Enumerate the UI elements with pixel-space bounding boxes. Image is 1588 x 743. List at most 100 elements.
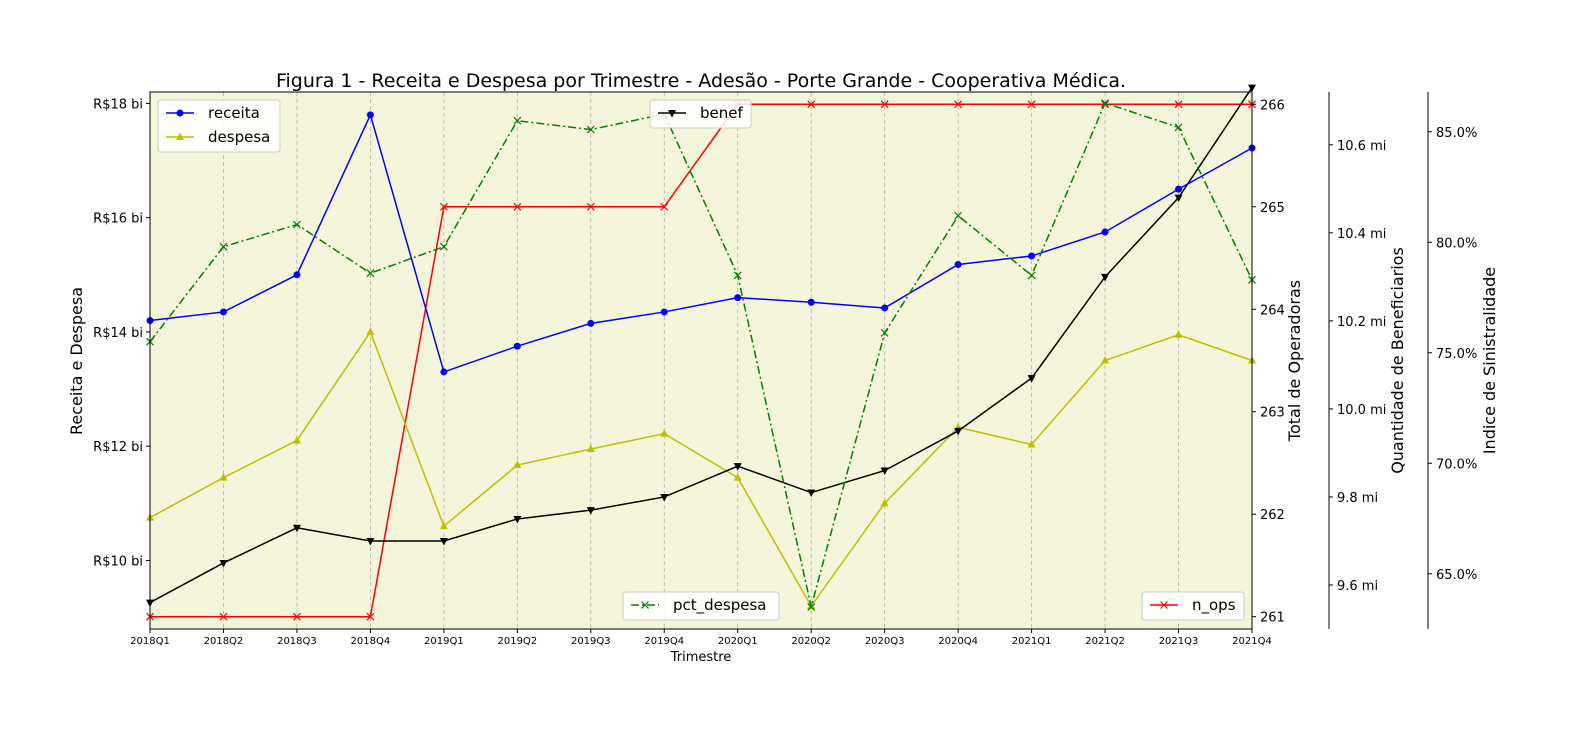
data-point-benef	[366, 537, 375, 546]
legend-marker-n_ops	[1160, 601, 1168, 609]
data-point-n_ops	[880, 100, 889, 109]
chart-title: Figura 1 - Receita e Despesa por Trimest…	[276, 70, 1126, 92]
data-point-benef	[1027, 375, 1036, 383]
y-tick-label: R$14 bi	[93, 326, 143, 341]
data-point-n_ops	[1027, 100, 1036, 109]
right3-tick-label: 70.0%	[1436, 457, 1477, 472]
plot-frame	[149, 91, 1253, 630]
data-point-despesa	[880, 498, 889, 507]
right3-tick-label: 65.0%	[1436, 568, 1477, 583]
y-tick-label: R$16 bi	[93, 212, 143, 227]
data-point-despesa	[292, 435, 301, 444]
x-tick-label: 2020Q1	[718, 636, 758, 647]
data-point-pct_despesa	[513, 116, 522, 125]
x-tick-label: 2020Q2	[791, 636, 831, 647]
data-point-receita	[513, 342, 521, 350]
data-point-pct_despesa	[439, 242, 448, 251]
data-point-benef	[954, 427, 963, 436]
data-point-despesa	[439, 521, 448, 530]
legend-box	[649, 99, 752, 129]
right3-tick-label: 75.0%	[1436, 347, 1477, 362]
right3-tick-label: 85.0%	[1436, 126, 1477, 141]
axes: 2018Q1 2018Q2 2018Q3 2018Q4 2019Q1 2019Q2 2019…	[67, 92, 1499, 647]
x-tick-label: 2018Q1	[130, 636, 170, 647]
data-point-benef	[1101, 273, 1110, 282]
right3-axis-label: Indice de Sinistralidade	[1480, 267, 1499, 454]
x-tick-label: 2018Q2	[204, 636, 244, 647]
data-point-despesa	[733, 473, 742, 481]
right1-tick-label: 264	[1260, 303, 1285, 318]
data-point-receita	[366, 111, 374, 119]
x-tick-label: 2020Q3	[865, 636, 905, 647]
data-point-pct_despesa	[219, 242, 228, 251]
legend-upper-left: receita despesa	[157, 99, 281, 153]
right1-tick-label: 265	[1260, 201, 1285, 216]
legend-label-benef: benef	[700, 104, 743, 122]
x-tick-label: 2021Q3	[1159, 636, 1199, 647]
right1-tick-label: 263	[1260, 406, 1285, 421]
data-point-n_ops	[660, 202, 669, 211]
x-tick-label: 2019Q2	[497, 636, 537, 647]
data-point-despesa	[366, 327, 375, 335]
data-point-receita	[587, 319, 595, 327]
right2-tick-label: 10.2 mi	[1337, 315, 1386, 330]
y-tick-label: R$10 bi	[93, 554, 143, 569]
data-point-n_ops	[807, 100, 816, 109]
legend-box	[622, 591, 780, 621]
data-point-despesa	[219, 473, 228, 481]
right2-tick-label: 9.6 mi	[1337, 579, 1378, 594]
data-point-despesa	[586, 444, 595, 453]
x-tick-label: 2018Q4	[351, 636, 391, 647]
data-point-receita	[734, 294, 742, 302]
data-point-pct_despesa	[807, 602, 816, 611]
data-point-benef	[733, 463, 742, 471]
left-axis-label: Receita e Despesa	[67, 287, 86, 435]
data-point-receita	[954, 261, 962, 269]
y-tick-label: R$12 bi	[93, 440, 143, 455]
x-tick-label: 2021Q2	[1085, 636, 1125, 647]
legend-lower-center: pct_despesa	[622, 591, 780, 621]
data-point-receita	[1175, 185, 1183, 193]
right1-axis-label: Total de Operadoras	[1285, 280, 1304, 442]
data-point-receita	[1028, 252, 1036, 260]
data-point-receita	[660, 308, 668, 316]
data-point-receita	[807, 298, 815, 306]
right1-tick-label: 262	[1260, 508, 1285, 523]
data-point-pct_despesa	[1101, 99, 1109, 107]
data-point-benef	[807, 489, 816, 498]
right2-tick-label: 9.8 mi	[1337, 491, 1378, 506]
data-point-n_ops	[366, 612, 375, 621]
data-point-receita	[219, 308, 227, 316]
legend-marker-receita	[176, 109, 184, 117]
legend-lower-right: n_ops	[1141, 591, 1245, 621]
legend-label-n_ops: n_ops	[1192, 596, 1236, 615]
right1-tick-label: 261	[1260, 611, 1285, 626]
legend-box	[1141, 591, 1245, 621]
legends: receita despesa benef pct_despesa n_ops	[157, 99, 1245, 621]
right2-tick-label: 10.6 mi	[1337, 139, 1386, 154]
series-pct_despesa	[146, 99, 1256, 611]
data-point-n_ops	[219, 612, 228, 621]
series-line-pct_despesa	[149, 102, 1253, 608]
plot-background	[150, 92, 1252, 629]
legend-marker-pct_despesa	[641, 601, 649, 609]
data-point-despesa	[1027, 439, 1036, 448]
data-point-pct_despesa	[954, 211, 963, 220]
x-axis-label: Trimestre	[670, 650, 732, 665]
x-tick-label: 2019Q1	[424, 636, 464, 647]
data-point-pct_despesa	[1174, 123, 1183, 132]
data-point-n_ops	[586, 202, 595, 211]
data-point-n_ops	[1174, 100, 1183, 109]
x-tick-label: 2021Q1	[1012, 636, 1052, 647]
legend-label-despesa: despesa	[208, 128, 270, 146]
data-point-receita	[440, 368, 448, 376]
data-point-benef	[660, 493, 669, 502]
data-point-pct_despesa	[1027, 271, 1036, 280]
right3-tick-label: 80.0%	[1436, 236, 1477, 251]
data-point-despesa	[1101, 356, 1110, 364]
x-tick-label: 2019Q3	[571, 636, 611, 647]
series-receita	[146, 111, 1256, 376]
data-point-pct_despesa	[366, 269, 375, 278]
x-tick-label: 2018Q3	[277, 636, 317, 647]
